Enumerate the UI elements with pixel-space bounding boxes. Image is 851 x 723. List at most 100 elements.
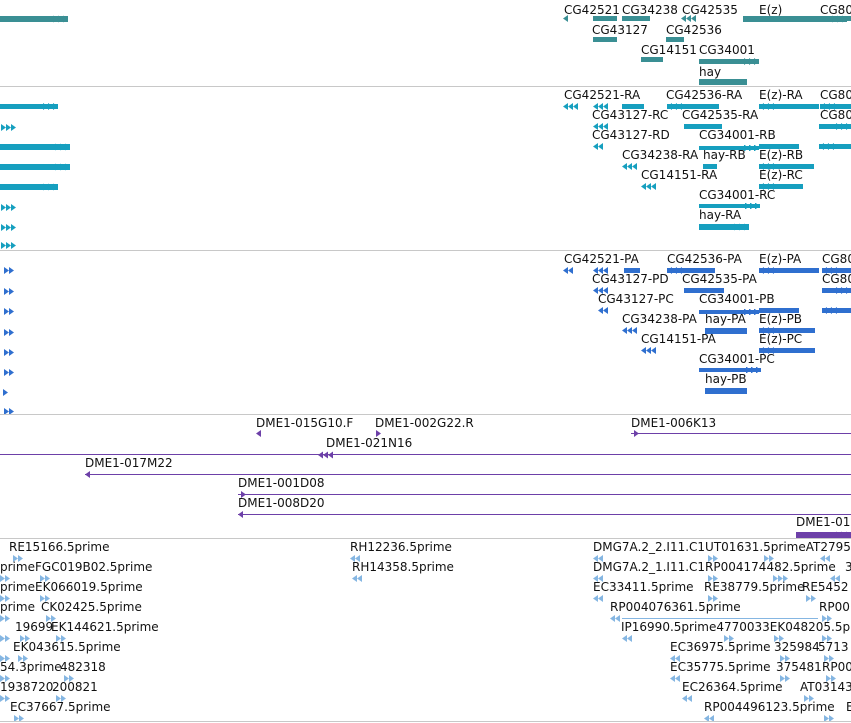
ests-feature-label[interactable]: RE38779.5prime (704, 580, 805, 594)
protein-glyph[interactable] (822, 287, 851, 294)
transcripts-feature-label[interactable]: hay-RB (703, 148, 746, 162)
gene-glyph[interactable] (0, 15, 70, 23)
transcripts-feature-label[interactable]: hay-RA (699, 208, 742, 222)
est-glyph[interactable] (704, 595, 720, 602)
clone-glyph[interactable] (85, 471, 95, 478)
clone-line[interactable] (85, 474, 851, 475)
est-glyph[interactable] (0, 695, 12, 702)
clone-glyph[interactable] (256, 430, 264, 437)
transcript-glyph[interactable] (699, 203, 762, 209)
proteins-feature-label[interactable]: hay-PA (705, 312, 746, 326)
genes-feature-label[interactable]: CG14151 (641, 43, 697, 57)
gene-glyph[interactable] (820, 15, 851, 22)
ests-feature-label[interactable]: EC33411.5prime (593, 580, 694, 594)
transcript-glyph[interactable] (563, 103, 585, 110)
ests-feature-label[interactable]: RP00 (822, 660, 851, 674)
est-glyph[interactable] (772, 575, 790, 582)
gene-glyph[interactable] (593, 36, 619, 43)
est-glyph[interactable] (52, 635, 68, 642)
transcript-glyph[interactable] (820, 103, 851, 110)
transcript-glyph[interactable] (593, 123, 610, 130)
transcript-glyph[interactable] (0, 143, 72, 151)
est-glyph[interactable] (770, 635, 786, 642)
est-glyph[interactable] (682, 695, 698, 702)
protein-glyph[interactable] (0, 369, 16, 376)
transcript-glyph[interactable] (759, 143, 801, 150)
protein-glyph[interactable] (624, 267, 642, 274)
clones-feature-label[interactable]: DME1-017M22 (85, 456, 173, 470)
est-glyph[interactable] (593, 595, 609, 602)
est-glyph[interactable] (52, 695, 68, 702)
genes-feature-label[interactable]: E(z) (759, 3, 783, 17)
ests-feature-label[interactable]: RE15166.5prime (9, 540, 110, 554)
proteins-feature-label[interactable]: CG42521-PA (564, 252, 639, 266)
clones-feature-label[interactable]: DME1-001D08 (238, 476, 325, 490)
protein-glyph[interactable] (759, 307, 801, 314)
est-glyph[interactable] (622, 635, 638, 642)
est-glyph[interactable] (820, 715, 836, 722)
est-glyph[interactable] (830, 575, 846, 582)
ests-feature-label[interactable]: DMG7A.2_1.I11.C1RP004174482.5prime (593, 560, 836, 574)
est-glyph[interactable] (820, 655, 836, 662)
est-glyph[interactable] (670, 675, 686, 682)
est-glyph[interactable] (820, 555, 836, 562)
ests-feature-label[interactable]: EC26364.5prime (682, 680, 783, 694)
proteins-feature-label[interactable]: CG42535-PA (682, 272, 757, 286)
protein-glyph[interactable] (641, 347, 663, 354)
transcript-glyph[interactable] (593, 103, 619, 110)
ests-feature-label[interactable]: E (846, 700, 851, 714)
est-glyph[interactable] (0, 575, 12, 582)
transcript-glyph[interactable] (0, 163, 72, 171)
transcript-glyph[interactable] (622, 163, 640, 170)
ests-feature-label[interactable]: DMG7A.2_2.I11.C1UT01631.5primeAT2795 (593, 540, 851, 554)
ests-feature-label[interactable]: EK066019.5prime (35, 580, 143, 594)
est-glyph[interactable] (802, 595, 818, 602)
est-glyph[interactable] (720, 635, 736, 642)
protein-glyph[interactable] (0, 267, 16, 274)
protein-glyph[interactable] (0, 408, 16, 415)
transcript-glyph[interactable] (759, 183, 805, 190)
protein-glyph[interactable] (0, 329, 16, 336)
gene-glyph[interactable] (666, 36, 686, 43)
ests-feature-label[interactable]: prime (0, 560, 35, 574)
est-glyph[interactable] (350, 555, 366, 562)
proteins-feature-label[interactable]: CG34001-PC (699, 352, 775, 366)
ests-feature-label[interactable]: 54.3prime (0, 660, 62, 674)
transcripts-feature-label[interactable]: E(z)-RA (759, 88, 803, 102)
ests-feature-label[interactable]: prime (0, 580, 35, 594)
protein-glyph[interactable] (598, 307, 610, 314)
transcript-glyph[interactable] (699, 145, 761, 151)
transcripts-feature-label[interactable]: CG80 (820, 88, 851, 102)
transcripts-feature-label[interactable]: CG34238-RA (622, 148, 699, 162)
clones-feature-label[interactable]: DME1-015G10.F (256, 416, 354, 430)
transcript-glyph[interactable] (759, 163, 816, 170)
est-glyph[interactable] (0, 675, 12, 682)
protein-glyph[interactable] (705, 327, 749, 335)
transcripts-feature-label[interactable]: CG34001-RB (699, 128, 776, 142)
est-glyph[interactable] (760, 555, 776, 562)
clones-feature-label[interactable]: DME1-021N16 (326, 436, 413, 450)
protein-glyph[interactable] (593, 287, 611, 294)
proteins-feature-label[interactable]: hay-PB (705, 372, 747, 386)
gene-glyph[interactable] (641, 56, 665, 63)
protein-glyph[interactable] (0, 288, 16, 295)
est-glyph[interactable] (704, 555, 720, 562)
ests-feature-label[interactable]: EC37667.5prime (10, 700, 111, 714)
transcripts-feature-label[interactable]: CG42535-RA (682, 108, 759, 122)
clone-glyph[interactable] (318, 451, 338, 459)
protein-glyph[interactable] (622, 327, 642, 334)
gene-glyph[interactable] (563, 15, 573, 22)
proteins-feature-label[interactable]: CG80 (822, 252, 851, 266)
proteins-feature-label[interactable]: CG43127-PC (598, 292, 674, 306)
genes-feature-label[interactable]: CG34238 (622, 3, 678, 17)
proteins-feature-label[interactable]: E(z)-PC (759, 332, 803, 346)
est-glyph[interactable] (0, 595, 12, 602)
clones-feature-label[interactable]: DME1-008D20 (238, 496, 325, 510)
est-glyph[interactable] (800, 695, 816, 702)
transcript-glyph[interactable] (593, 143, 609, 150)
est-glyph[interactable] (0, 615, 12, 622)
proteins-feature-label[interactable]: CG43127-PD (592, 272, 669, 286)
protein-glyph[interactable] (0, 349, 16, 356)
proteins-feature-label[interactable]: E(z)-PA (759, 252, 802, 266)
transcripts-feature-label[interactable]: E(z)-RB (759, 148, 804, 162)
